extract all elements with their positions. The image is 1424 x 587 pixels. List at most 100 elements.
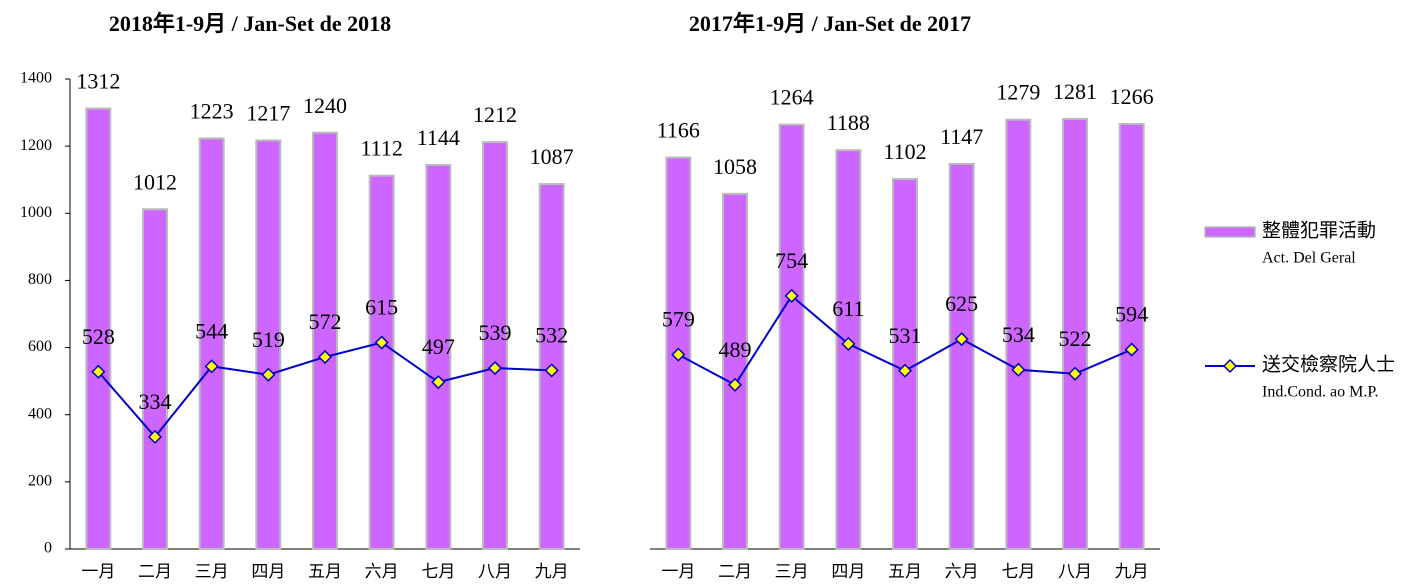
line-value-label: 519 xyxy=(252,327,285,352)
bar xyxy=(368,174,395,551)
bar xyxy=(948,162,975,551)
bar xyxy=(1005,118,1032,550)
line-marker xyxy=(727,377,743,392)
line-marker xyxy=(841,336,856,351)
y-tick-label: 1000 xyxy=(20,204,52,221)
line-marker xyxy=(261,367,276,382)
bar-value-label: 1240 xyxy=(303,93,347,118)
line-marker xyxy=(1011,362,1026,377)
x-tick-label: 四月 xyxy=(251,562,285,581)
x-tick-label: 四月 xyxy=(831,562,865,581)
bar xyxy=(482,141,508,550)
bar-value-label: 1217 xyxy=(246,100,290,125)
y-tick-label: 600 xyxy=(28,338,52,355)
bar-value-label: 1147 xyxy=(940,124,983,149)
x-tick-label: 一月 xyxy=(661,562,695,581)
bar xyxy=(425,163,452,550)
line-marker xyxy=(317,349,333,365)
legend-label: Ind.Cond. ao M.P. xyxy=(1262,384,1378,401)
y-tick-label: 200 xyxy=(28,473,52,490)
bar-value-label: 1281 xyxy=(1053,79,1097,104)
panel-title: 2018年1-9月 / Jan-Set de 2018 xyxy=(109,11,391,36)
legend-label: 整體犯罪活動 xyxy=(1262,219,1376,241)
line-value-label: 489 xyxy=(719,337,752,362)
bar-value-label: 1102 xyxy=(883,139,926,164)
y-tick-label: 0 xyxy=(44,540,52,557)
line-value-label: 497 xyxy=(422,334,455,359)
y-tick-label: 400 xyxy=(28,405,52,422)
x-tick-label: 六月 xyxy=(945,562,979,581)
line-value-label: 534 xyxy=(1002,322,1035,347)
line-value-label: 539 xyxy=(479,320,512,345)
line-marker xyxy=(147,429,163,444)
bar-value-label: 1188 xyxy=(827,110,870,135)
bar-value-label: 1264 xyxy=(770,85,814,110)
bar xyxy=(312,131,338,550)
line-marker xyxy=(1124,342,1139,357)
line-marker xyxy=(544,363,559,378)
line-marker xyxy=(954,332,969,347)
line-marker xyxy=(1067,366,1083,381)
line-value-label: 544 xyxy=(195,318,228,343)
bar xyxy=(722,192,748,550)
x-tick-label: 二月 xyxy=(138,562,172,581)
line-marker xyxy=(374,335,389,350)
bar xyxy=(835,149,862,551)
line-value-label: 625 xyxy=(945,291,978,316)
line-marker xyxy=(784,288,799,303)
legend-marker xyxy=(1222,358,1238,374)
bar xyxy=(142,208,168,550)
bar-value-label: 1266 xyxy=(1110,84,1154,109)
line-marker xyxy=(431,375,446,390)
x-tick-label: 九月 xyxy=(1115,562,1149,581)
bar-value-label: 1166 xyxy=(657,118,700,143)
x-tick-label: 七月 xyxy=(421,562,455,581)
panel-title: 2017年1-9月 / Jan-Set de 2017 xyxy=(689,11,971,36)
legend-label: Act. Del Geral xyxy=(1262,250,1356,267)
line-marker xyxy=(897,363,913,378)
line-marker xyxy=(91,364,106,379)
bar-value-label: 1144 xyxy=(417,125,460,150)
legend-label: 送交檢察院人士 xyxy=(1262,353,1395,375)
x-tick-label: 九月 xyxy=(535,562,569,581)
bar-value-label: 1212 xyxy=(473,102,517,127)
y-tick-label: 800 xyxy=(28,271,52,288)
x-tick-label: 七月 xyxy=(1001,562,1035,581)
bar-value-label: 1312 xyxy=(76,69,120,94)
x-tick-label: 八月 xyxy=(1058,562,1092,581)
x-tick-label: 五月 xyxy=(888,562,922,581)
line-value-label: 579 xyxy=(662,307,695,332)
x-tick-label: 二月 xyxy=(718,562,752,581)
x-tick-label: 五月 xyxy=(308,562,342,581)
bar xyxy=(198,137,225,551)
legend-swatch xyxy=(1204,226,1256,238)
line-marker xyxy=(204,359,219,374)
line-value-label: 594 xyxy=(1115,302,1148,327)
line-value-label: 528 xyxy=(82,324,115,349)
bar-value-label: 1279 xyxy=(996,80,1040,105)
bar xyxy=(1062,117,1088,550)
line-value-label: 611 xyxy=(832,296,864,321)
x-tick-label: 三月 xyxy=(195,562,229,581)
bar xyxy=(85,107,112,551)
bar-value-label: 1087 xyxy=(530,144,574,169)
bar xyxy=(255,139,282,551)
line-marker xyxy=(671,347,686,362)
line-value-label: 615 xyxy=(365,295,398,320)
bar-value-label: 1223 xyxy=(190,98,234,123)
x-tick-label: 一月 xyxy=(81,562,115,581)
x-tick-label: 六月 xyxy=(365,562,399,581)
line-value-label: 532 xyxy=(535,322,568,347)
y-tick-label: 1400 xyxy=(20,70,52,87)
bar xyxy=(778,123,805,551)
line-value-label: 522 xyxy=(1059,326,1092,351)
line-value-label: 754 xyxy=(775,248,808,273)
line-value-label: 572 xyxy=(309,309,342,334)
bar-value-label: 1012 xyxy=(133,169,177,194)
line-value-label: 334 xyxy=(139,389,172,414)
x-tick-label: 三月 xyxy=(775,562,809,581)
line-marker xyxy=(487,360,503,376)
bar-value-label: 1058 xyxy=(713,154,757,179)
line-value-label: 531 xyxy=(889,323,922,348)
